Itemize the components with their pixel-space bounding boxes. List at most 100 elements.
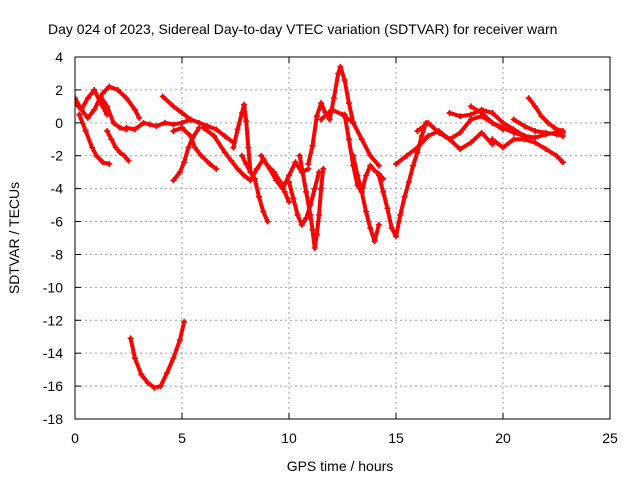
data-point — [305, 160, 312, 167]
data-point — [164, 369, 171, 376]
data-point — [320, 165, 327, 172]
data-point — [380, 188, 387, 195]
data-point — [221, 149, 228, 156]
data-point — [375, 172, 382, 179]
data-point — [89, 144, 96, 151]
data-point — [108, 136, 115, 143]
data-point — [125, 157, 132, 164]
data-point — [371, 238, 378, 245]
data-point — [230, 144, 237, 151]
x-tick-label: 0 — [71, 430, 79, 446]
data-point — [318, 185, 325, 192]
data-point — [467, 111, 474, 118]
data-point — [213, 126, 220, 133]
data-point — [510, 116, 517, 123]
data-point — [303, 215, 310, 222]
data-point — [425, 119, 432, 126]
data-point — [489, 119, 496, 126]
data-point — [388, 225, 395, 232]
data-point — [457, 129, 464, 136]
data-point — [264, 218, 271, 225]
data-point — [187, 116, 194, 123]
data-point — [179, 124, 185, 131]
data-point — [159, 93, 166, 100]
data-point — [243, 160, 250, 167]
data-point — [446, 109, 453, 116]
data-point — [500, 124, 506, 131]
data-point — [234, 165, 241, 172]
data-point — [335, 70, 342, 77]
x-axis-tick-labels: 0 5 10 15 20 25 — [71, 430, 618, 446]
data-point — [542, 146, 549, 153]
data-point — [367, 225, 374, 232]
data-point — [330, 95, 337, 102]
data-point — [303, 188, 310, 195]
data-point — [375, 162, 382, 169]
data-point — [339, 111, 346, 118]
data-point — [153, 123, 160, 130]
data-point — [110, 119, 117, 126]
data-point — [309, 142, 316, 149]
data-point — [93, 152, 100, 159]
data-point — [131, 355, 138, 362]
data-point — [256, 193, 263, 200]
data-point — [170, 128, 177, 135]
data-point — [185, 144, 192, 151]
data-point — [403, 152, 410, 159]
data-point — [189, 134, 196, 141]
y-tick-label: 2 — [55, 82, 63, 98]
data-point — [114, 86, 121, 93]
y-tick-label: -18 — [43, 411, 63, 427]
data-point — [358, 136, 365, 143]
data-point — [286, 179, 292, 186]
data-point — [358, 188, 365, 195]
y-axis-label: SDTVAR / TECUs — [6, 182, 22, 294]
y-tick-label: 4 — [55, 49, 63, 65]
axis-ticks — [74, 56, 611, 420]
data-point — [234, 126, 241, 133]
data-point — [241, 101, 248, 108]
data-point — [221, 132, 228, 139]
y-tick-label: -6 — [51, 214, 64, 230]
series-pass-27 — [526, 96, 565, 135]
data-point — [127, 335, 134, 342]
data-point — [532, 103, 539, 110]
data-point — [315, 211, 322, 218]
data-point — [345, 136, 352, 143]
y-tick-label: -8 — [51, 246, 64, 262]
data-point — [457, 113, 464, 120]
data-point — [414, 128, 421, 135]
data-point — [76, 111, 83, 118]
data-point — [350, 119, 357, 126]
data-point — [157, 383, 164, 390]
data-series — [75, 63, 566, 391]
data-point — [84, 95, 91, 102]
data-point — [401, 193, 408, 200]
data-point — [243, 118, 250, 125]
data-point — [418, 132, 425, 139]
series-pass-26 — [490, 137, 565, 165]
data-point — [140, 119, 147, 126]
data-point — [375, 221, 382, 228]
data-point — [414, 144, 421, 151]
y-tick-label: -4 — [51, 181, 64, 197]
data-point — [99, 90, 106, 97]
data-point — [478, 129, 485, 136]
data-point — [311, 244, 318, 251]
data-point — [116, 124, 123, 131]
data-point — [75, 95, 78, 102]
data-point — [367, 162, 374, 169]
data-point — [106, 83, 113, 90]
series-pass-9 — [171, 125, 202, 183]
series-pass-18 — [342, 112, 386, 194]
x-axis-label: GPS time / hours — [287, 458, 394, 474]
data-point — [258, 152, 265, 159]
y-tick-label: -14 — [43, 345, 63, 361]
data-point — [91, 106, 98, 113]
x-tick-label: 15 — [388, 430, 404, 446]
data-point — [393, 233, 399, 240]
data-point — [228, 157, 235, 164]
data-point — [318, 116, 325, 123]
data-point — [271, 169, 278, 176]
